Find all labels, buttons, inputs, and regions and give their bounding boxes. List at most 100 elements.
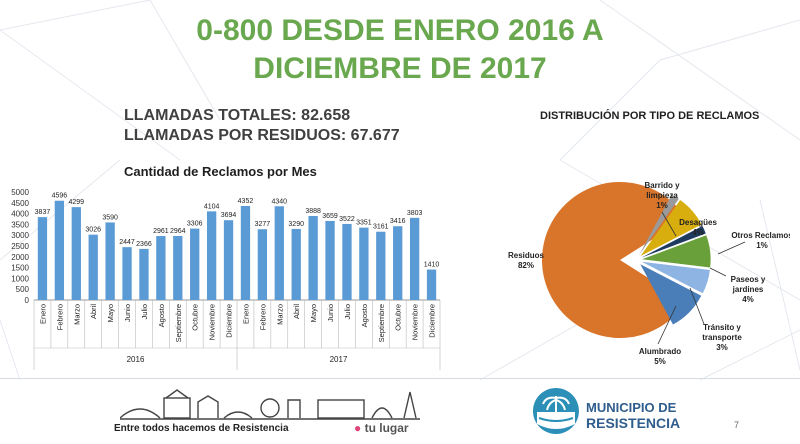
x-tick-label: Octubre — [394, 304, 403, 331]
bar — [88, 234, 98, 300]
x-tick-label: Marzo — [275, 304, 284, 325]
y-tick-label: 1000 — [11, 274, 29, 283]
page-number: 7 — [734, 420, 740, 430]
x-tick-label: Agosto — [360, 304, 369, 327]
bar — [240, 205, 251, 300]
bar-value-label: 2447 — [119, 239, 135, 246]
x-tick-label: Febrero — [55, 304, 64, 330]
pie-slice-residuos — [542, 182, 686, 338]
bar-value-label: 2964 — [170, 228, 186, 235]
pie-label-transito: transporte — [702, 333, 742, 342]
pie-label-paseos: 4% — [742, 295, 754, 304]
pie-slice — [641, 226, 706, 258]
bar — [274, 206, 284, 300]
bar-value-label: 4340 — [272, 198, 288, 205]
bar — [257, 229, 268, 300]
municipio-seal-logo — [532, 388, 579, 434]
bar — [122, 247, 132, 300]
waste-calls-text: LLAMADAS POR RESIDUOS: 67.677 — [124, 127, 400, 144]
y-tick-label: 2500 — [11, 242, 29, 251]
pie-label-transito: 3% — [716, 343, 728, 352]
y-tick-label: 5000 — [11, 188, 29, 197]
x-tick-label: Noviembre — [411, 304, 420, 340]
bar-value-label: 3888 — [305, 208, 321, 215]
x-tick-label: Enero — [241, 304, 250, 324]
bar-value-label: 3694 — [221, 212, 237, 219]
bar-value-label: 3026 — [85, 227, 101, 234]
x-tick-label: Enero — [38, 304, 47, 324]
pie-label-alumbrado: Alumbrado — [639, 347, 681, 356]
bar — [359, 227, 369, 300]
pie-label-barrido: Barrido y — [644, 181, 680, 190]
x-tick-label: Septiembre — [174, 304, 183, 342]
bar-value-label: 3659 — [322, 213, 338, 220]
y-tick-label: 4500 — [11, 199, 29, 208]
y-tick-label: 2000 — [11, 253, 29, 262]
pie-label-desagues: Desagües — [679, 218, 717, 227]
bar-value-label: 3351 — [356, 220, 372, 227]
pie-slice — [641, 261, 710, 294]
bar — [393, 226, 403, 300]
leader-line — [709, 267, 727, 277]
slide-title-line1: 0-800 DESDE ENERO 2016 A — [196, 14, 604, 47]
pie-label-barrido: 1% — [656, 201, 668, 210]
bar — [105, 222, 115, 300]
x-tick-label: Octubre — [191, 304, 200, 331]
pie-label-residuos: Residuos — [508, 251, 545, 260]
pie-label-barrido: limpieza — [646, 191, 678, 200]
pie-slice — [640, 264, 702, 325]
x-tick-label: Agosto — [157, 304, 166, 327]
pie-label-paseos: jardines — [732, 285, 764, 294]
bar — [173, 235, 183, 300]
pie-label-paseos: Paseos y — [731, 275, 766, 284]
bar-value-label: 3277 — [255, 221, 271, 228]
bar-value-label: 3837 — [35, 209, 51, 216]
bar — [139, 248, 149, 300]
bar — [71, 207, 81, 300]
bar — [156, 236, 166, 300]
y-tick-label: 4000 — [11, 210, 29, 219]
bar — [376, 231, 386, 300]
y-tick-label: 500 — [16, 285, 30, 294]
pie-label-alumbrado: 5% — [654, 357, 666, 366]
bar — [342, 223, 352, 300]
pie-label-otros: Otros Reclamos — [731, 231, 790, 240]
leader-line — [717, 241, 746, 255]
leader-line — [689, 287, 705, 325]
x-tick-label: Mayo — [309, 304, 318, 322]
tu-lugar-dots-icon: ● — [354, 421, 362, 435]
y-tick-label: 3500 — [11, 220, 29, 229]
bar-value-label: 3803 — [407, 210, 423, 217]
footer-slogan: Entre todos hacemos de Resistencia — [114, 423, 289, 434]
bar-value-label: 3290 — [288, 221, 304, 228]
x-tick-label: Noviembre — [208, 304, 217, 340]
bar-value-label: 3522 — [339, 216, 355, 223]
x-tick-label: Diciembre — [225, 304, 234, 338]
bar-value-label: 4596 — [52, 193, 68, 200]
bar-value-label: 2961 — [153, 228, 169, 235]
y-tick-label: 0 — [25, 296, 30, 305]
slide-title-line2: DICIEMBRE DE 2017 — [253, 52, 547, 85]
bar-value-label: 4104 — [204, 203, 220, 210]
tu-lugar-text: tu lugar — [364, 421, 409, 435]
bar-chart-title: Cantidad de Reclamos por Mes — [124, 164, 317, 179]
bar-value-label: 2366 — [136, 241, 152, 248]
bar — [37, 217, 48, 300]
bar — [409, 217, 420, 300]
x-tick-label: Julio — [343, 304, 352, 319]
bar-value-label: 3161 — [373, 224, 389, 231]
bar — [190, 228, 200, 300]
x-tick-label: Abril — [292, 304, 301, 319]
bar-chart: 0500100015002000250030003500400045005000… — [11, 188, 441, 370]
x-tick-label: Junio — [326, 304, 335, 322]
resistencia-label: RESISTENCIA — [586, 415, 681, 431]
bar — [426, 269, 437, 300]
bar-value-label: 3590 — [102, 214, 118, 221]
pie-label-transito: Tránsito y — [703, 323, 741, 332]
pie-label-desagues: 4% — [692, 228, 704, 237]
bar-value-label: 4352 — [238, 198, 254, 205]
pie-slice — [639, 194, 679, 255]
leader-line — [657, 305, 677, 345]
x-tick-label: Diciembre — [428, 304, 437, 338]
bar — [206, 211, 217, 300]
